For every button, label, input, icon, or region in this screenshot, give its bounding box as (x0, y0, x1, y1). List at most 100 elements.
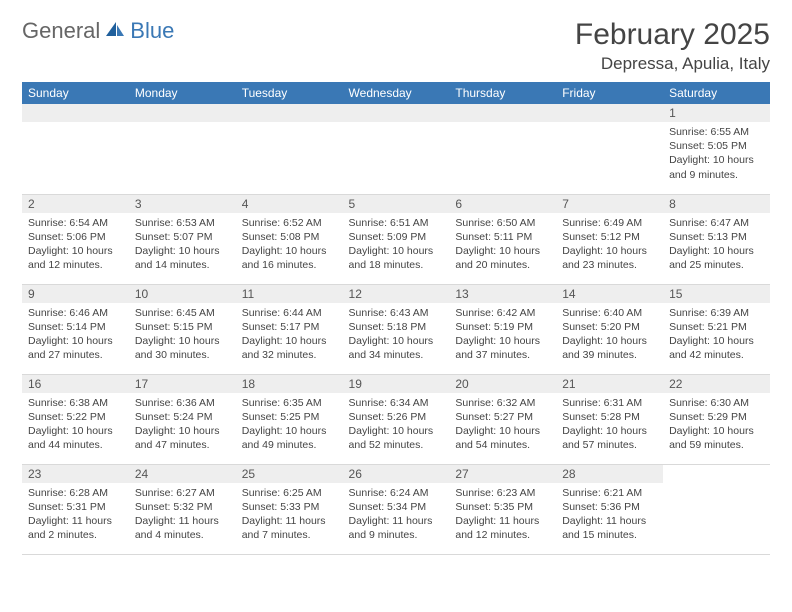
day-details: Sunrise: 6:31 AMSunset: 5:28 PMDaylight:… (556, 393, 663, 458)
calendar-header-row: SundayMondayTuesdayWednesdayThursdayFrid… (22, 82, 770, 104)
calendar-cell: 18Sunrise: 6:35 AMSunset: 5:25 PMDayligh… (236, 374, 343, 464)
day-number: 8 (663, 195, 770, 213)
day-number: 25 (236, 465, 343, 483)
day-details: Sunrise: 6:38 AMSunset: 5:22 PMDaylight:… (22, 393, 129, 458)
calendar-cell (556, 104, 663, 194)
calendar-cell: 28Sunrise: 6:21 AMSunset: 5:36 PMDayligh… (556, 464, 663, 554)
calendar-cell (343, 104, 450, 194)
calendar-cell: 26Sunrise: 6:24 AMSunset: 5:34 PMDayligh… (343, 464, 450, 554)
day-details: Sunrise: 6:54 AMSunset: 5:06 PMDaylight:… (22, 213, 129, 278)
weekday-header: Monday (129, 82, 236, 104)
weekday-header: Friday (556, 82, 663, 104)
day-number: 1 (663, 104, 770, 122)
calendar-cell: 16Sunrise: 6:38 AMSunset: 5:22 PMDayligh… (22, 374, 129, 464)
calendar-cell: 4Sunrise: 6:52 AMSunset: 5:08 PMDaylight… (236, 194, 343, 284)
header: General Blue February 2025 Depressa, Apu… (22, 18, 770, 74)
day-number: 3 (129, 195, 236, 213)
calendar-cell: 6Sunrise: 6:50 AMSunset: 5:11 PMDaylight… (449, 194, 556, 284)
calendar-cell: 20Sunrise: 6:32 AMSunset: 5:27 PMDayligh… (449, 374, 556, 464)
day-number: 22 (663, 375, 770, 393)
day-number: 17 (129, 375, 236, 393)
title-block: February 2025 Depressa, Apulia, Italy (575, 18, 770, 74)
day-details: Sunrise: 6:50 AMSunset: 5:11 PMDaylight:… (449, 213, 556, 278)
day-details: Sunrise: 6:21 AMSunset: 5:36 PMDaylight:… (556, 483, 663, 548)
day-number: 21 (556, 375, 663, 393)
day-number-empty (129, 104, 236, 122)
calendar-cell: 23Sunrise: 6:28 AMSunset: 5:31 PMDayligh… (22, 464, 129, 554)
day-details: Sunrise: 6:27 AMSunset: 5:32 PMDaylight:… (129, 483, 236, 548)
calendar-row: 2Sunrise: 6:54 AMSunset: 5:06 PMDaylight… (22, 194, 770, 284)
calendar-cell: 12Sunrise: 6:43 AMSunset: 5:18 PMDayligh… (343, 284, 450, 374)
day-details: Sunrise: 6:28 AMSunset: 5:31 PMDaylight:… (22, 483, 129, 548)
calendar-row: 9Sunrise: 6:46 AMSunset: 5:14 PMDaylight… (22, 284, 770, 374)
day-details: Sunrise: 6:39 AMSunset: 5:21 PMDaylight:… (663, 303, 770, 368)
day-number: 16 (22, 375, 129, 393)
day-number-empty (449, 104, 556, 122)
logo-text-blue: Blue (130, 18, 174, 44)
calendar-cell: 2Sunrise: 6:54 AMSunset: 5:06 PMDaylight… (22, 194, 129, 284)
day-number: 7 (556, 195, 663, 213)
day-details: Sunrise: 6:34 AMSunset: 5:26 PMDaylight:… (343, 393, 450, 458)
day-number: 9 (22, 285, 129, 303)
day-number: 11 (236, 285, 343, 303)
calendar-body: 1Sunrise: 6:55 AMSunset: 5:05 PMDaylight… (22, 104, 770, 554)
calendar-cell (129, 104, 236, 194)
logo: General Blue (22, 18, 174, 44)
calendar-cell: 27Sunrise: 6:23 AMSunset: 5:35 PMDayligh… (449, 464, 556, 554)
day-number: 19 (343, 375, 450, 393)
logo-sail-icon (104, 18, 126, 44)
calendar-cell: 8Sunrise: 6:47 AMSunset: 5:13 PMDaylight… (663, 194, 770, 284)
day-number: 13 (449, 285, 556, 303)
month-title: February 2025 (575, 18, 770, 52)
calendar-cell: 24Sunrise: 6:27 AMSunset: 5:32 PMDayligh… (129, 464, 236, 554)
weekday-header: Tuesday (236, 82, 343, 104)
day-details: Sunrise: 6:24 AMSunset: 5:34 PMDaylight:… (343, 483, 450, 548)
day-number: 27 (449, 465, 556, 483)
day-number: 12 (343, 285, 450, 303)
day-details: Sunrise: 6:45 AMSunset: 5:15 PMDaylight:… (129, 303, 236, 368)
day-details: Sunrise: 6:36 AMSunset: 5:24 PMDaylight:… (129, 393, 236, 458)
calendar-cell (449, 104, 556, 194)
calendar-cell: 13Sunrise: 6:42 AMSunset: 5:19 PMDayligh… (449, 284, 556, 374)
calendar-cell (663, 464, 770, 554)
day-details: Sunrise: 6:32 AMSunset: 5:27 PMDaylight:… (449, 393, 556, 458)
day-details: Sunrise: 6:47 AMSunset: 5:13 PMDaylight:… (663, 213, 770, 278)
day-number: 4 (236, 195, 343, 213)
weekday-header: Saturday (663, 82, 770, 104)
calendar-cell: 9Sunrise: 6:46 AMSunset: 5:14 PMDaylight… (22, 284, 129, 374)
calendar-cell: 10Sunrise: 6:45 AMSunset: 5:15 PMDayligh… (129, 284, 236, 374)
calendar-cell: 25Sunrise: 6:25 AMSunset: 5:33 PMDayligh… (236, 464, 343, 554)
day-number: 5 (343, 195, 450, 213)
calendar-cell: 5Sunrise: 6:51 AMSunset: 5:09 PMDaylight… (343, 194, 450, 284)
day-details: Sunrise: 6:49 AMSunset: 5:12 PMDaylight:… (556, 213, 663, 278)
day-details: Sunrise: 6:35 AMSunset: 5:25 PMDaylight:… (236, 393, 343, 458)
day-details: Sunrise: 6:46 AMSunset: 5:14 PMDaylight:… (22, 303, 129, 368)
day-number: 20 (449, 375, 556, 393)
weekday-header: Thursday (449, 82, 556, 104)
day-number: 10 (129, 285, 236, 303)
calendar-cell: 1Sunrise: 6:55 AMSunset: 5:05 PMDaylight… (663, 104, 770, 194)
calendar-cell (22, 104, 129, 194)
calendar-row: 23Sunrise: 6:28 AMSunset: 5:31 PMDayligh… (22, 464, 770, 554)
day-number-empty (236, 104, 343, 122)
day-details: Sunrise: 6:30 AMSunset: 5:29 PMDaylight:… (663, 393, 770, 458)
day-number: 18 (236, 375, 343, 393)
calendar-cell: 19Sunrise: 6:34 AMSunset: 5:26 PMDayligh… (343, 374, 450, 464)
day-number-empty (343, 104, 450, 122)
calendar-cell (236, 104, 343, 194)
weekday-header: Wednesday (343, 82, 450, 104)
day-details: Sunrise: 6:51 AMSunset: 5:09 PMDaylight:… (343, 213, 450, 278)
calendar-cell: 15Sunrise: 6:39 AMSunset: 5:21 PMDayligh… (663, 284, 770, 374)
location: Depressa, Apulia, Italy (575, 54, 770, 74)
calendar-cell: 11Sunrise: 6:44 AMSunset: 5:17 PMDayligh… (236, 284, 343, 374)
day-details: Sunrise: 6:42 AMSunset: 5:19 PMDaylight:… (449, 303, 556, 368)
weekday-header: Sunday (22, 82, 129, 104)
calendar-cell: 21Sunrise: 6:31 AMSunset: 5:28 PMDayligh… (556, 374, 663, 464)
calendar-cell: 22Sunrise: 6:30 AMSunset: 5:29 PMDayligh… (663, 374, 770, 464)
calendar-cell: 17Sunrise: 6:36 AMSunset: 5:24 PMDayligh… (129, 374, 236, 464)
calendar-row: 1Sunrise: 6:55 AMSunset: 5:05 PMDaylight… (22, 104, 770, 194)
day-number-empty (556, 104, 663, 122)
day-number: 28 (556, 465, 663, 483)
calendar-row: 16Sunrise: 6:38 AMSunset: 5:22 PMDayligh… (22, 374, 770, 464)
day-number: 2 (22, 195, 129, 213)
